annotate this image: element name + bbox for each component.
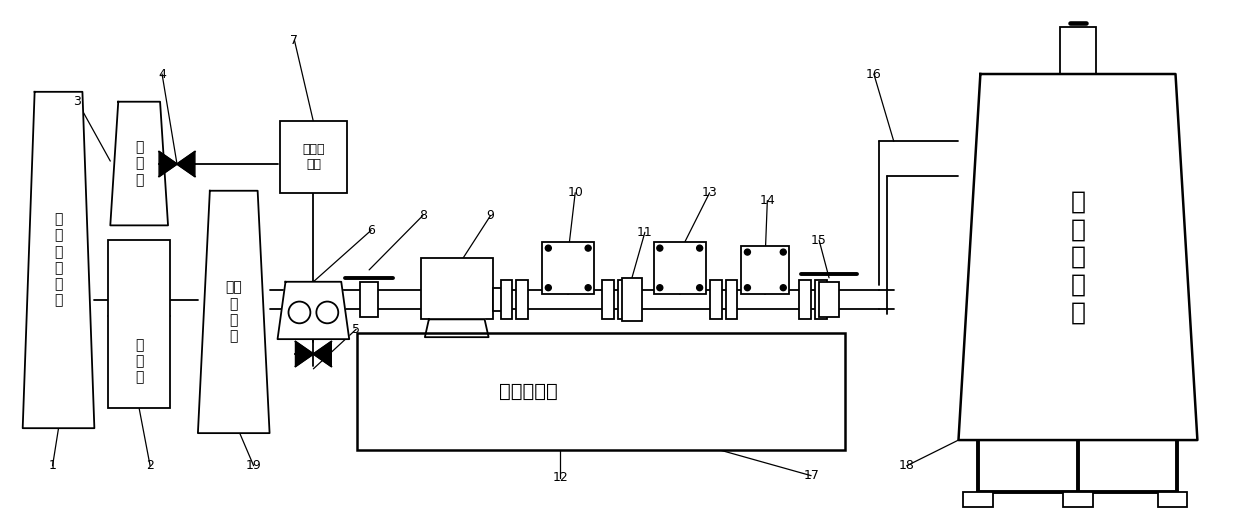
Polygon shape: [425, 319, 489, 337]
Text: 标
准
计
量
桶: 标 准 计 量 桶: [1070, 189, 1085, 324]
Circle shape: [289, 302, 310, 323]
Text: 4: 4: [159, 68, 166, 81]
Text: 安装固定台: 安装固定台: [498, 382, 557, 401]
Text: 13: 13: [702, 186, 718, 199]
Bar: [815, 280, 827, 319]
Bar: [709, 280, 722, 319]
Bar: [357, 333, 844, 450]
Text: 9: 9: [486, 209, 495, 222]
Bar: [618, 280, 630, 319]
Text: 流量积
算仪: 流量积 算仪: [303, 143, 325, 171]
Text: 8: 8: [419, 209, 427, 222]
Bar: [108, 240, 170, 408]
Circle shape: [316, 302, 339, 323]
Bar: [622, 278, 642, 321]
Polygon shape: [295, 342, 314, 367]
Bar: [800, 280, 811, 319]
Text: 溶
液
泵: 溶 液 泵: [135, 338, 144, 384]
Circle shape: [780, 249, 786, 255]
Circle shape: [780, 285, 786, 291]
Bar: [1158, 491, 1188, 508]
Bar: [820, 282, 839, 317]
Bar: [1060, 27, 1096, 74]
Circle shape: [657, 245, 663, 251]
Circle shape: [657, 285, 663, 291]
Text: 17: 17: [804, 469, 820, 482]
Text: 12: 12: [552, 471, 568, 484]
Bar: [360, 282, 378, 317]
Text: 18: 18: [899, 459, 915, 472]
Bar: [542, 242, 594, 294]
Circle shape: [546, 245, 552, 251]
Text: 氮
气
瓶: 氮 气 瓶: [135, 140, 144, 187]
Polygon shape: [959, 74, 1198, 440]
Bar: [492, 288, 511, 311]
Polygon shape: [22, 92, 94, 428]
Bar: [279, 122, 347, 193]
Bar: [1063, 491, 1092, 508]
Circle shape: [585, 245, 591, 251]
Polygon shape: [314, 342, 331, 367]
Text: 5: 5: [352, 323, 360, 336]
Polygon shape: [159, 151, 177, 176]
Text: 2: 2: [146, 459, 154, 472]
Text: 恒压
恒
流
罐: 恒压 恒 流 罐: [226, 281, 242, 343]
Text: 3: 3: [73, 95, 82, 108]
Text: 标
定
溶
液
装
置: 标 定 溶 液 装 置: [55, 213, 63, 307]
Bar: [653, 242, 706, 294]
Text: 16: 16: [866, 68, 882, 81]
Circle shape: [697, 245, 703, 251]
Bar: [603, 280, 614, 319]
Polygon shape: [177, 151, 195, 176]
Bar: [517, 280, 528, 319]
Polygon shape: [278, 282, 350, 339]
Bar: [742, 246, 789, 294]
Circle shape: [585, 285, 591, 291]
Text: 6: 6: [367, 224, 374, 237]
Circle shape: [744, 249, 750, 255]
Polygon shape: [110, 102, 169, 225]
Text: 19: 19: [246, 459, 262, 472]
Circle shape: [744, 285, 750, 291]
Text: 7: 7: [290, 34, 299, 47]
Circle shape: [697, 285, 703, 291]
Bar: [420, 258, 492, 319]
Text: 14: 14: [759, 194, 775, 207]
Polygon shape: [198, 191, 269, 433]
Circle shape: [546, 285, 552, 291]
Text: 10: 10: [567, 186, 583, 199]
Text: 11: 11: [637, 226, 652, 239]
Bar: [963, 491, 993, 508]
Bar: [725, 280, 738, 319]
Bar: [501, 280, 512, 319]
Text: 15: 15: [811, 233, 827, 246]
Text: 1: 1: [48, 459, 57, 472]
